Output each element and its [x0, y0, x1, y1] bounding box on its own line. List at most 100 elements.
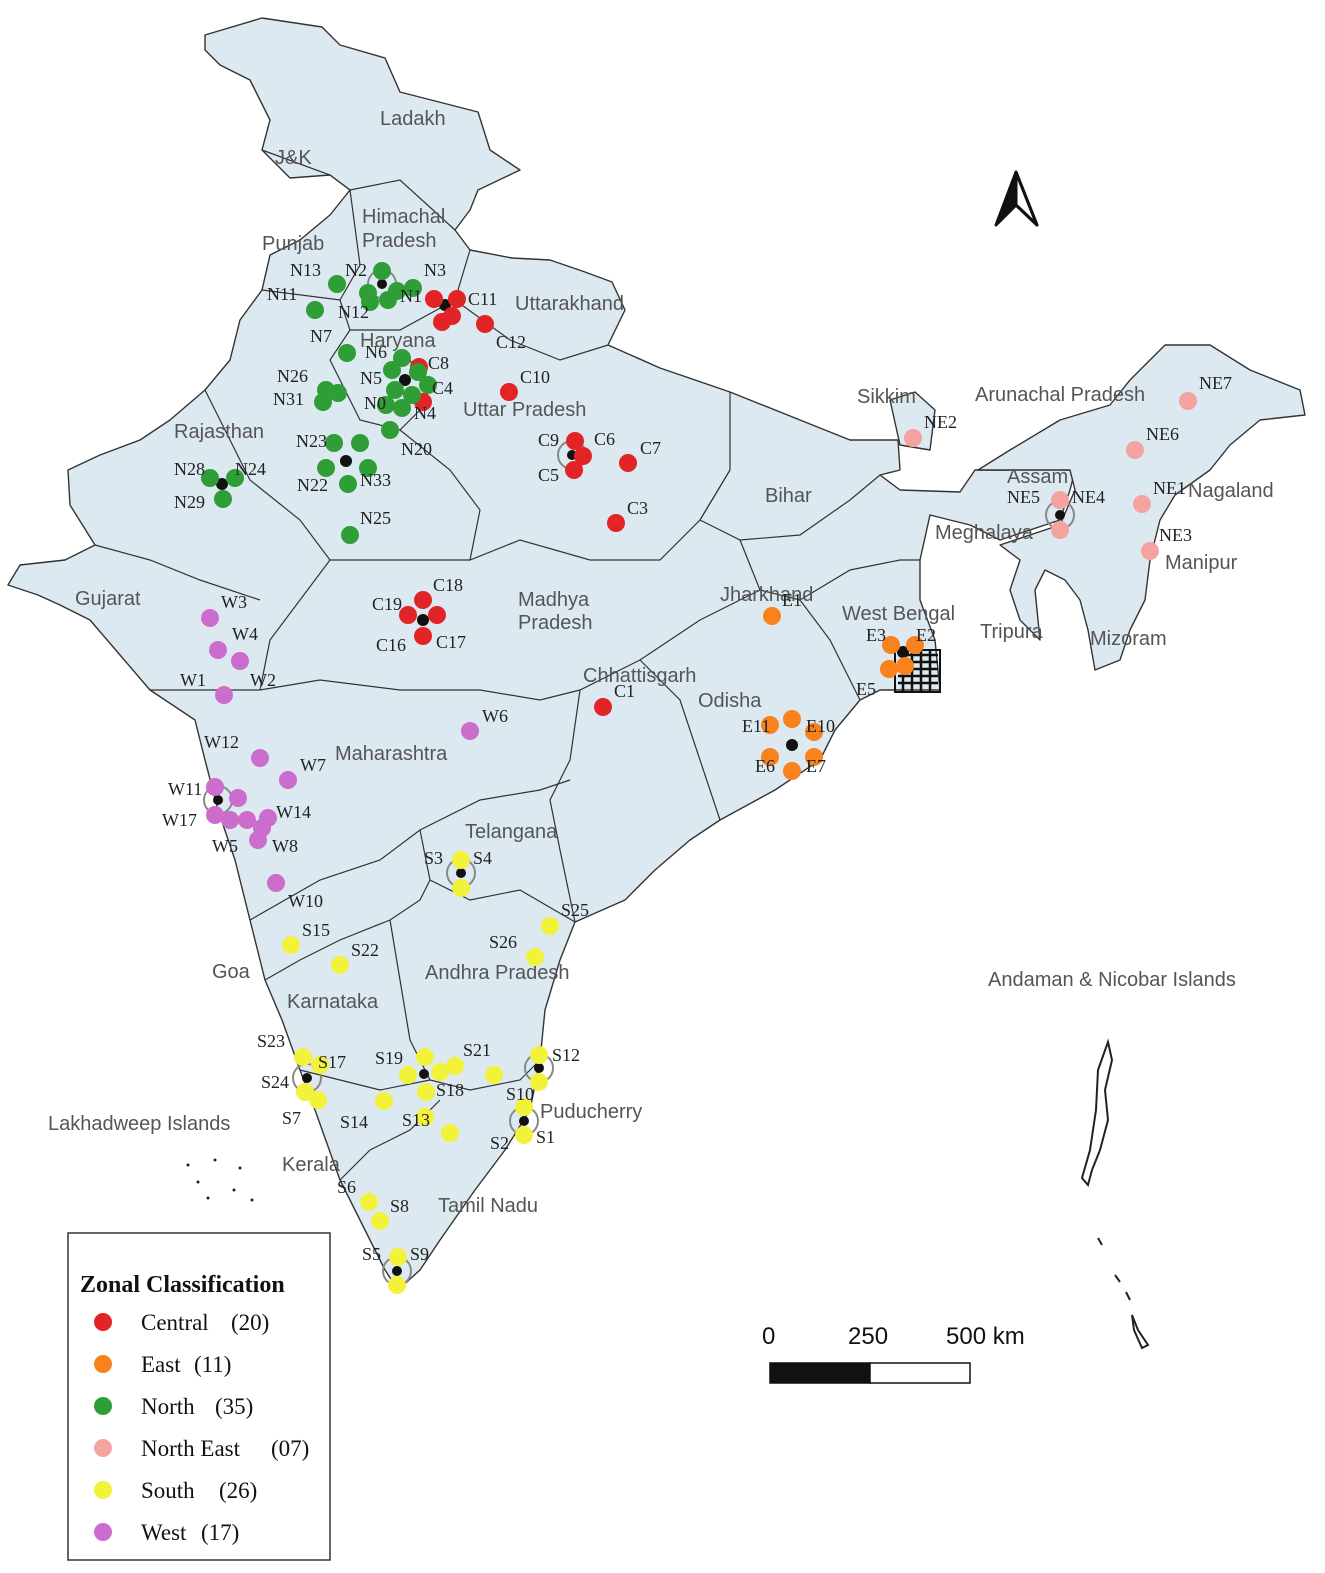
state-label-goa: Goa [212, 961, 251, 983]
site-label-s5: S5 [362, 1244, 381, 1264]
state-label-gujarat: Gujarat [75, 588, 141, 610]
site-label-s18: S18 [436, 1080, 464, 1100]
legend-title: Zonal Classification [80, 1272, 285, 1298]
site-label-w10: W10 [288, 891, 323, 911]
site-label-n11: N11 [267, 284, 297, 304]
site-label-c6: C6 [594, 429, 615, 449]
scale-tick-500: 500 km [946, 1323, 1025, 1350]
site-label-c16: C16 [376, 635, 406, 655]
site-label-n4: N4 [414, 403, 436, 423]
sites-north-east [904, 392, 1197, 560]
site-label-s24: S24 [261, 1072, 289, 1092]
site-label-n22: N22 [297, 475, 328, 495]
lakshadweep-islands [186, 1158, 254, 1202]
site-label-s14: S14 [340, 1112, 368, 1132]
legend-item-east: East (11) [94, 1352, 231, 1377]
site-label-c19: C19 [372, 594, 402, 614]
state-label-maharashtra: Maharashtra [335, 743, 448, 765]
state-label-rajasthan: Rajasthan [174, 421, 264, 443]
site-label-n5: N5 [360, 368, 382, 388]
site-label-ne7: NE7 [1199, 373, 1232, 393]
state-label-ladakh: Ladakh [380, 108, 446, 130]
site-label-ne3: NE3 [1159, 525, 1192, 545]
legend-label-north: North [141, 1394, 195, 1419]
state-label-himachal-2: Pradesh [362, 230, 437, 252]
site-label-w2: W2 [250, 670, 276, 690]
site-label-n7: N7 [310, 326, 332, 346]
site-label-ne1: NE1 [1153, 478, 1186, 498]
legend-count-south: (26) [219, 1478, 257, 1503]
legend: Zonal Classification Central (20) East (… [67, 1232, 331, 1561]
site-label-ne2: NE2 [924, 412, 957, 432]
state-label-puducherry: Puducherry [540, 1101, 642, 1123]
state-label-andaman: Andaman & Nicobar Islands [988, 969, 1236, 991]
state-label-kerala: Kerala [282, 1154, 341, 1176]
legend-count-east: (11) [194, 1352, 231, 1377]
site-label-s2: S2 [490, 1133, 509, 1153]
site-label-w1: W1 [180, 670, 206, 690]
site-label-n26: N26 [277, 366, 308, 386]
state-label-assam: Assam [1007, 466, 1068, 488]
legend-count-north: (35) [215, 1394, 253, 1419]
site-label-c18: C18 [433, 575, 463, 595]
site-label-c7: C7 [640, 438, 661, 458]
site-label-n24: N24 [235, 459, 266, 479]
state-labels: Ladakh J&K Himachal Pradesh Punjab Uttar… [48, 108, 1274, 1217]
site-label-ne6: NE6 [1146, 424, 1179, 444]
site-label-c5: C5 [538, 465, 559, 485]
state-label-lakshadweep: Lakhadweep Islands [48, 1113, 230, 1135]
site-label-n3: N3 [424, 260, 446, 280]
site-label-n12: N12 [338, 302, 369, 322]
andaman-islands [1080, 1038, 1150, 1350]
site-label-c8: C8 [428, 353, 449, 373]
legend-count-west: (17) [201, 1520, 239, 1545]
site-label-s17: S17 [318, 1052, 346, 1072]
site-label-c9: C9 [538, 430, 559, 450]
state-label-tamil-nadu: Tamil Nadu [438, 1195, 538, 1217]
sites-north [201, 262, 437, 544]
legend-item-south: South (26) [94, 1478, 257, 1503]
state-label-himachal: Himachal [362, 206, 445, 228]
site-label-e10: E10 [806, 716, 835, 736]
site-label-s1: S1 [536, 1127, 555, 1147]
state-label-telangana: Telangana [465, 821, 558, 843]
state-label-manipur: Manipur [1165, 552, 1238, 574]
site-label-s12: S12 [552, 1045, 580, 1065]
cluster-center-central-3 [417, 614, 429, 626]
legend-label-north-east: North East [141, 1436, 241, 1461]
state-label-madhya-pradesh: Madhya [518, 589, 590, 611]
site-label-e1: E1 [782, 590, 802, 610]
site-label-w12: W12 [204, 732, 239, 752]
legend-item-north-east: North East (07) [94, 1436, 309, 1461]
site-label-ne5: NE5 [1007, 487, 1040, 507]
state-label-andhra-pradesh: Andhra Pradesh [425, 962, 570, 984]
scale-tick-250: 250 [848, 1323, 888, 1350]
sites-west [201, 609, 479, 892]
site-label-w11: W11 [168, 779, 202, 799]
state-label-arunachal: Arunachal Pradesh [975, 384, 1145, 406]
site-label-s13: S13 [402, 1110, 430, 1130]
site-label-s23: S23 [257, 1031, 285, 1051]
legend-label-west: West [141, 1520, 187, 1545]
scale-bar: 0 250 500 km [762, 1323, 1025, 1384]
site-label-c1: C1 [614, 681, 635, 701]
legend-label-south: South [141, 1478, 195, 1503]
site-label-n1: N1 [400, 286, 422, 306]
state-label-jharkhand: Jharkhand [720, 584, 813, 606]
legend-box [67, 1232, 331, 1561]
state-label-tripura: Tripura [980, 621, 1043, 643]
site-label-n25: N25 [360, 508, 391, 528]
site-label-n20: N20 [401, 439, 432, 459]
cluster-center-south-3 [419, 1069, 429, 1079]
site-label-s9: S9 [410, 1244, 429, 1264]
legend-label-east: East [141, 1352, 181, 1377]
legend-count-central: (20) [231, 1310, 269, 1335]
cluster-center-east-1 [897, 646, 909, 658]
state-label-odisha: Odisha [698, 690, 762, 712]
site-label-e7: E7 [806, 756, 826, 776]
state-label-mizoram: Mizoram [1090, 628, 1167, 650]
site-label-n0: N0 [364, 393, 386, 413]
site-label-c10: C10 [520, 367, 550, 387]
site-label-e3: E3 [866, 625, 886, 645]
